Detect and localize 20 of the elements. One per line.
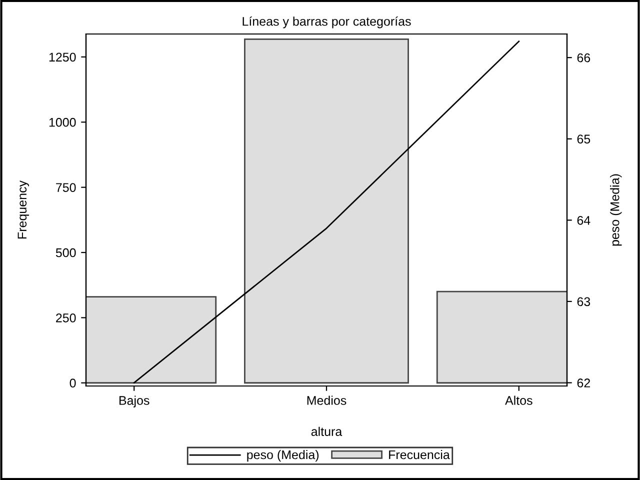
y-tick-label: 500 — [56, 248, 76, 258]
y-tick-label: 1000 — [49, 118, 76, 127]
y-tick-label: 250 — [56, 313, 76, 322]
y2-tick-label: 65 — [577, 134, 590, 144]
y-tick-label: 750 — [56, 183, 76, 192]
x-tick-label: Medios — [307, 396, 346, 405]
legend-label: peso (Media) — [247, 450, 319, 462]
y2-tick-label: 66 — [577, 53, 590, 62]
y2-tick-label: 64 — [577, 216, 590, 225]
y2-tick-label: 62 — [577, 378, 590, 388]
y-tick-label: 0 — [70, 378, 76, 388]
x-tick-label: Altos — [505, 396, 532, 405]
y-axis-title: Frequency — [18, 180, 30, 238]
x-tick-label: Bajos — [119, 396, 150, 408]
chart-title: Líneas y barras por categorías — [242, 16, 411, 28]
y2-axis-title: peso (Media) — [610, 174, 622, 246]
y2-tick-label: 63 — [577, 297, 590, 306]
y-tick-label: 1250 — [49, 52, 76, 62]
legend-label: Frecuencia — [389, 450, 450, 460]
x-axis-title: altura — [311, 426, 342, 436]
